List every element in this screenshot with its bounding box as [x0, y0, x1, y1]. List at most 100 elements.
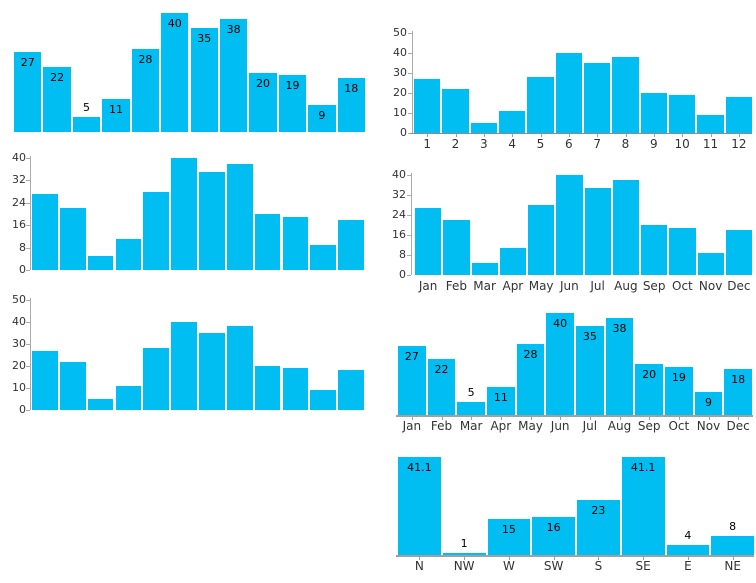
bar-9: [254, 366, 281, 410]
x-tick-label: NE: [724, 559, 741, 573]
bar-Dec: [725, 230, 752, 275]
x-tick-label: W: [502, 559, 515, 573]
bar-7: [199, 172, 225, 270]
bar-2: [442, 89, 469, 133]
bar-NE: [711, 535, 754, 555]
x-axis-tick: [653, 134, 655, 137]
x-axis-tick: [678, 417, 680, 420]
x-tick-label: 1: [423, 137, 431, 151]
y-tick-label: 40: [392, 168, 406, 181]
bar-5: [131, 48, 160, 132]
x-tick-label: 6: [565, 137, 573, 151]
y-tick-label: 0: [19, 263, 26, 276]
y-tick-label: 20: [393, 86, 407, 99]
bar-Jan: [415, 207, 442, 275]
x-axis-tick: [441, 417, 443, 420]
y-tick-label: 30: [393, 66, 407, 79]
bar-5: [527, 77, 554, 133]
y-axis-tick: [26, 344, 30, 345]
bar-Mar: [457, 402, 485, 415]
x-axis-tick: [619, 417, 621, 420]
bar-11: [310, 244, 337, 270]
bar-Nov: [694, 392, 723, 415]
x-tick-label: May: [518, 419, 543, 433]
bar-4: [102, 99, 130, 132]
x-axis-tick: [568, 134, 570, 137]
y-tick-label: 8: [399, 248, 406, 261]
bar-value-label: 28: [523, 347, 538, 361]
bar-3: [87, 399, 114, 410]
bar-value-label: 1: [460, 536, 468, 550]
x-axis-tick: [597, 134, 599, 137]
bar-10: [669, 95, 696, 133]
bar-6: [171, 322, 197, 410]
y-axis-tick: [26, 366, 30, 367]
bar-2: [59, 361, 86, 410]
x-axis-tick: [411, 417, 413, 420]
bar-Feb: [443, 220, 470, 275]
y-axis-tick: [407, 275, 411, 276]
bar-Aug: [612, 180, 639, 275]
y-tick-label: 10: [393, 106, 407, 119]
y-axis-tick: [26, 247, 30, 249]
labeled-month-axis-bars-plot-area: 27 22 5 11 28 40 35 38 20 19 9 18: [398, 313, 752, 415]
x-axis-tick: [508, 557, 510, 560]
bar-value-label: 40: [167, 17, 182, 30]
x-tick-label: 12: [731, 137, 747, 151]
bar-8: [226, 326, 253, 410]
bar-N: [398, 457, 441, 555]
x-axis-tick: [738, 134, 740, 137]
y-axis-tick: [26, 225, 30, 227]
y-tick-label: 24: [12, 195, 26, 209]
y-axis-tick: [408, 93, 412, 94]
bar-value-label: 20: [256, 76, 271, 90]
bar-value-label: 20: [642, 368, 657, 381]
bar-9: [254, 214, 281, 270]
bar-12: [725, 97, 752, 133]
x-tick-label: SE: [635, 559, 651, 573]
bar-4: [115, 385, 142, 410]
bar-value-label: 35: [197, 31, 212, 45]
x-axis-tick: [512, 134, 514, 137]
y-axis-tick: [26, 158, 30, 159]
bar-SE: [621, 457, 665, 555]
bar-8: [226, 163, 253, 270]
x-tick-label: Sep: [642, 279, 666, 293]
bar-5: [143, 348, 170, 410]
x-tick-label: 11: [702, 137, 719, 151]
y-axis-line: [30, 298, 31, 410]
bar-11: [310, 390, 337, 410]
x-axis-line: [396, 555, 754, 557]
y-tick-label: 50: [12, 293, 26, 306]
bar-Oct: [665, 366, 693, 415]
x-tick-label: Jul: [582, 419, 598, 433]
y-tick-label: 8: [19, 240, 26, 254]
bar-6: [171, 158, 197, 270]
bar-12: [338, 219, 364, 270]
y-axis-tick: [407, 195, 411, 196]
x-axis-tick: [455, 134, 457, 137]
x-tick-label: Apr: [502, 279, 524, 293]
bar-10: [282, 216, 309, 270]
y-axis-tick: [26, 202, 30, 204]
step8-axis-bars-plot-area: [32, 158, 364, 270]
x-axis-tick: [427, 134, 429, 137]
bar-May: [528, 205, 555, 275]
bar-Feb: [427, 358, 456, 415]
bar-1: [14, 51, 42, 132]
bar-5: [143, 191, 170, 270]
x-tick-label: Feb: [430, 419, 453, 433]
x-tick-label: Jun: [550, 419, 570, 433]
bar-6: [555, 53, 582, 133]
bar-May: [516, 343, 545, 415]
y-axis-tick: [408, 113, 412, 114]
bar-3: [72, 117, 101, 132]
x-tick-label: Aug: [614, 279, 638, 293]
bar-SW: [532, 516, 575, 555]
x-axis-tick: [530, 417, 532, 420]
y-axis-tick: [26, 300, 30, 301]
bar-7: [199, 333, 225, 410]
x-axis-tick: [625, 134, 627, 137]
x-tick-label: Mar: [473, 279, 496, 293]
